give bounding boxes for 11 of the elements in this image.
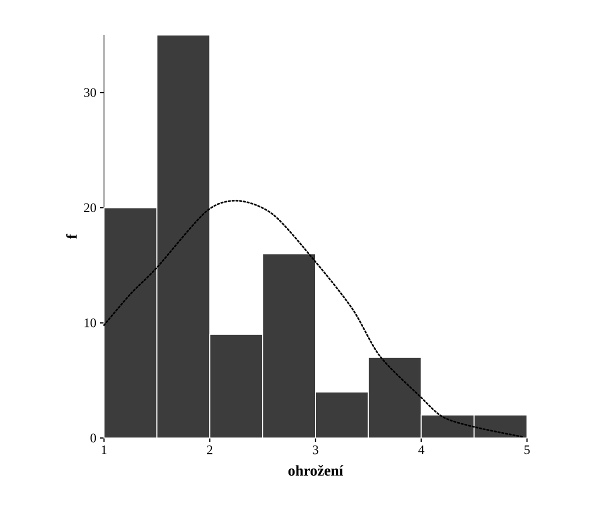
- x-tick-label: 2: [207, 446, 212, 454]
- x-axis-title: ohrožení: [288, 465, 344, 476]
- x-tick-label: 4: [418, 446, 424, 454]
- y-axis-title: f: [66, 234, 77, 239]
- y-tick-label: 10: [84, 318, 96, 328]
- y-tick-label: 20: [84, 203, 96, 212]
- y-tick-label: 30: [84, 88, 96, 97]
- x-tick-label: 5: [524, 446, 530, 454]
- x-tick-label: 3: [312, 446, 318, 454]
- y-tick-label: 0: [90, 434, 96, 442]
- x-tick-label: 1: [102, 446, 106, 454]
